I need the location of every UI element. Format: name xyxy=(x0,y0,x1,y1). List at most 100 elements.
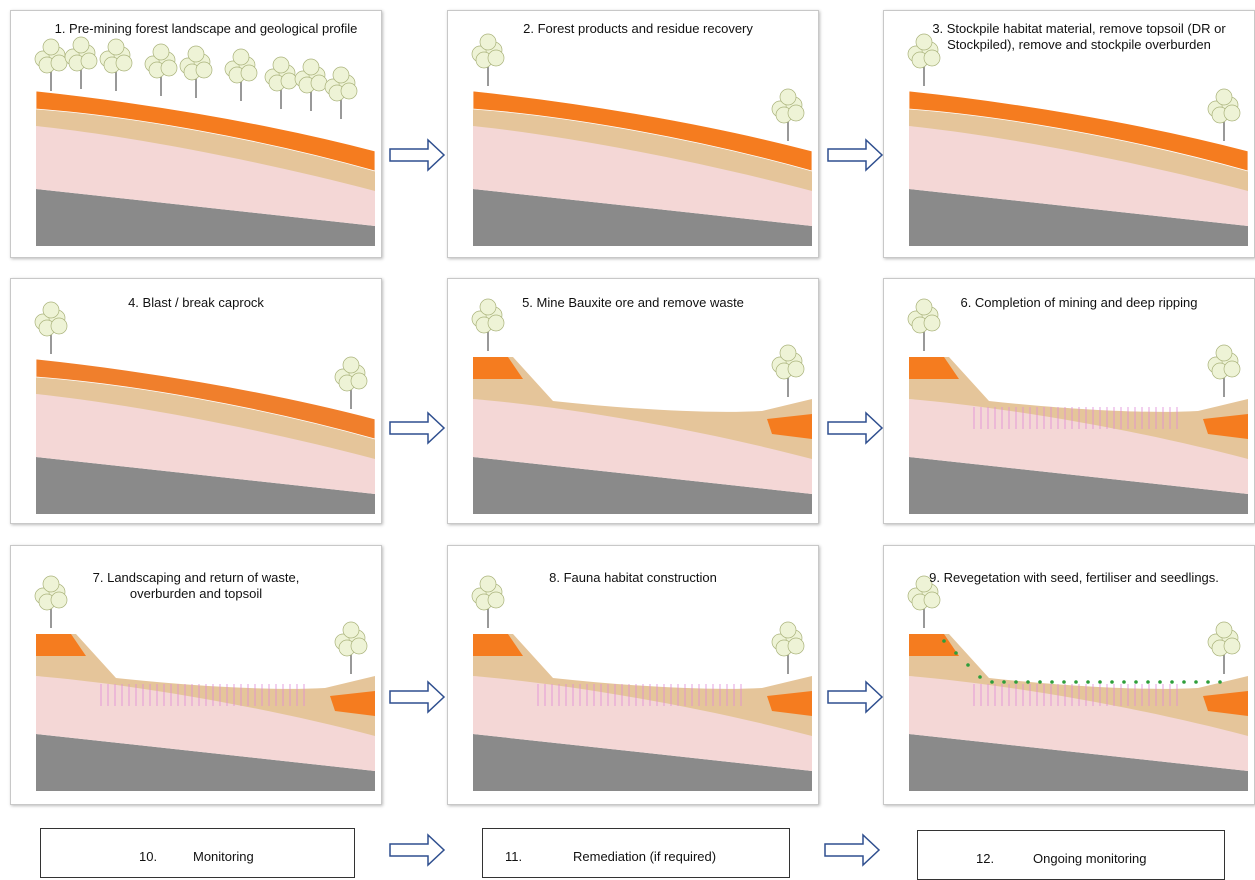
panel-title: 6. Completion of mining and deep ripping xyxy=(960,295,1198,310)
tree-crown xyxy=(240,64,258,82)
panel: 7. Landscaping and return of waste, over… xyxy=(10,545,382,805)
clay-layer xyxy=(909,126,1248,226)
seedling xyxy=(1086,680,1090,684)
tree-crown xyxy=(332,66,350,84)
sand-layer xyxy=(473,634,812,736)
seedling xyxy=(978,675,982,679)
caprock xyxy=(35,358,376,440)
panel: 3. Stockpile habitat material, remove to… xyxy=(883,10,1255,258)
step-number: 11. xyxy=(505,849,523,864)
panel: 4. Blast / break caprock xyxy=(10,278,382,524)
tree-crown xyxy=(160,59,178,77)
seedling xyxy=(1074,680,1078,684)
tree-crown xyxy=(80,52,98,70)
panel-title: 5. Mine Bauxite ore and remove waste xyxy=(522,295,744,310)
tree-crown xyxy=(915,575,933,593)
caprock xyxy=(908,90,1249,172)
panel: 8. Fauna habitat construction xyxy=(447,545,819,805)
seedling xyxy=(954,651,958,655)
step-box: 11. Remediation (if required) xyxy=(482,828,790,878)
seedling xyxy=(1158,680,1162,684)
bedrock xyxy=(36,189,375,246)
panel-title: 8. Fauna habitat construction xyxy=(549,570,717,585)
tree-crown xyxy=(1215,88,1233,106)
arrow xyxy=(389,833,446,867)
arrow xyxy=(824,833,881,867)
seedling xyxy=(1182,680,1186,684)
clay-layer xyxy=(36,394,375,494)
seedling xyxy=(942,639,946,643)
seedling xyxy=(1098,680,1102,684)
tree-crown xyxy=(50,317,68,335)
seedling xyxy=(1122,680,1126,684)
tree-crown xyxy=(342,356,360,374)
tree-crown xyxy=(487,314,505,332)
bedrock xyxy=(473,189,812,246)
seedling xyxy=(1110,680,1114,684)
sand-layer xyxy=(909,357,1248,459)
tree-crown xyxy=(152,43,170,61)
tree-crown xyxy=(195,61,213,79)
clay-layer xyxy=(36,126,375,226)
arrow xyxy=(827,411,884,445)
tree-crown xyxy=(1215,344,1233,362)
bedrock xyxy=(473,457,812,514)
seedling xyxy=(1026,680,1030,684)
seedling xyxy=(1134,680,1138,684)
panel: 1. Pre-mining forest landscape and geolo… xyxy=(10,10,382,258)
step-label: Ongoing monitoring xyxy=(1033,851,1147,866)
tree-crown xyxy=(340,82,358,100)
caprock xyxy=(767,414,812,439)
tree-crown xyxy=(923,591,941,609)
tree-crown xyxy=(42,38,60,56)
sand-layer xyxy=(473,357,812,459)
illustration xyxy=(471,298,812,514)
caprock xyxy=(909,634,959,656)
illustration xyxy=(34,36,376,246)
caprock xyxy=(473,634,523,656)
panel-title: 7. Landscaping and return of waste, over… xyxy=(92,570,300,601)
tree-crown xyxy=(787,104,805,122)
tree-crown xyxy=(479,575,497,593)
seedling xyxy=(1014,680,1018,684)
panel: 6. Completion of mining and deep ripping xyxy=(883,278,1255,524)
tree-crown xyxy=(915,33,933,51)
tree-crown xyxy=(1223,360,1241,378)
caprock xyxy=(35,90,376,172)
clay-layer xyxy=(473,399,812,494)
panel-title: 2. Forest products and residue recovery xyxy=(523,21,753,36)
caprock xyxy=(1203,691,1248,716)
tree-crown xyxy=(280,72,298,90)
caprock xyxy=(330,691,375,716)
illustration xyxy=(471,575,812,791)
tree-crown xyxy=(350,372,368,390)
step-number: 12. xyxy=(976,851,995,866)
sand-layer xyxy=(909,634,1248,736)
seedling xyxy=(1002,680,1006,684)
panel: 2. Forest products and residue recovery xyxy=(447,10,819,258)
bedrock xyxy=(909,734,1248,791)
illustration xyxy=(34,575,375,791)
tree-crown xyxy=(342,621,360,639)
tree-crown xyxy=(1215,621,1233,639)
caprock xyxy=(1203,414,1248,439)
tree-crown xyxy=(187,45,205,63)
tree-crown xyxy=(42,575,60,593)
tree-crown xyxy=(302,58,320,76)
step-label: Monitoring xyxy=(193,849,254,864)
tree-crown xyxy=(272,56,290,74)
panel-title: 9. Revegetation with seed, fertiliser an… xyxy=(929,570,1219,585)
seedling xyxy=(1050,680,1054,684)
tree-crown xyxy=(1223,637,1241,655)
clay-layer xyxy=(36,676,375,771)
bedrock xyxy=(909,189,1248,246)
bedrock xyxy=(36,734,375,791)
tree-crown xyxy=(487,591,505,609)
clay-layer xyxy=(909,399,1248,494)
tree-crown xyxy=(787,360,805,378)
tree-crown xyxy=(779,621,797,639)
tree-crown xyxy=(487,49,505,67)
tree-crown xyxy=(115,54,133,72)
tree-crown xyxy=(50,591,68,609)
